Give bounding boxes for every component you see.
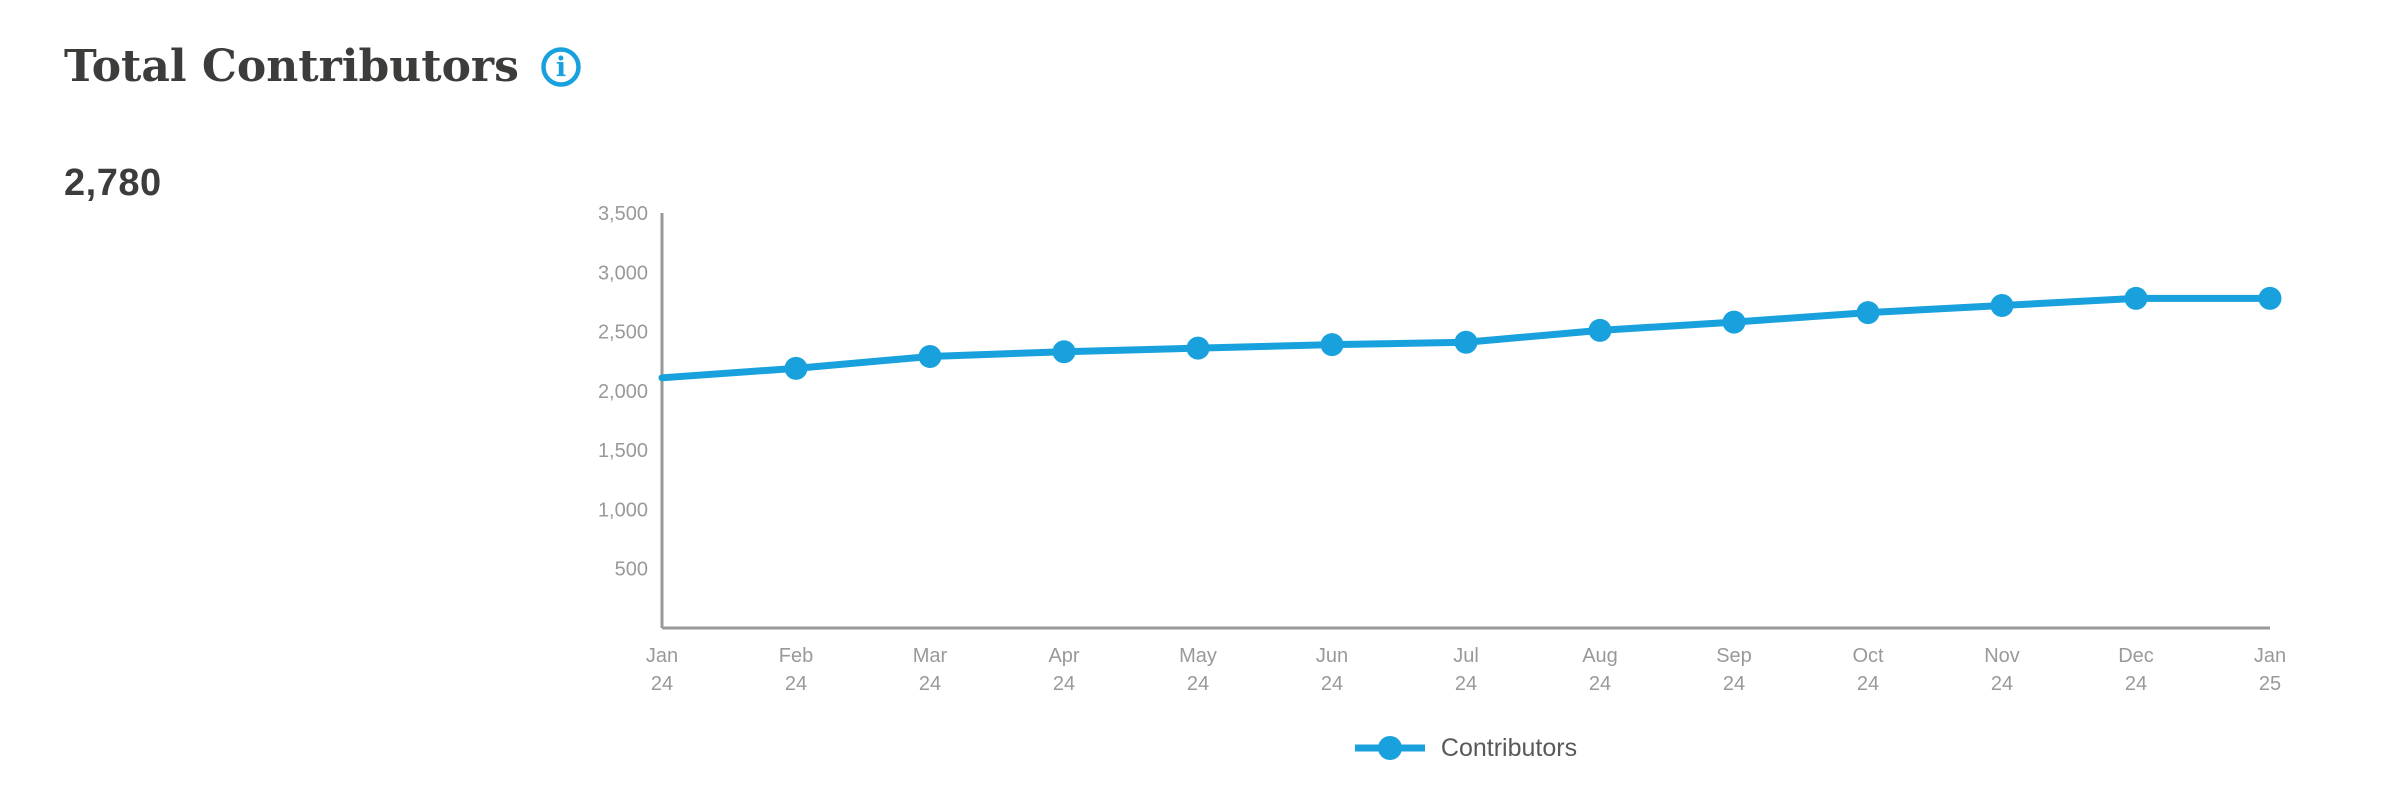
line-chart: 500 1,000 1,500 2,000 2,500 3,000 3,500 Jan 24 Fe… (560, 190, 2370, 710)
y-axis-tick-label: 3,000 (598, 262, 648, 284)
y-axis-tick-label: 500 (615, 559, 648, 581)
data-point-marker[interactable] (918, 344, 942, 368)
data-point-marker[interactable] (1186, 336, 1210, 360)
y-axis-tick-label: 1,000 (598, 499, 648, 521)
chart-legend: Contributors (560, 733, 2370, 763)
data-point-marker[interactable] (1454, 330, 1478, 354)
x-axis-tick-label: Apr 24 (1048, 645, 1079, 695)
x-axis-tick-label: Mar 24 (913, 645, 948, 695)
x-axis-tick-label: Oct 24 (1852, 645, 1884, 695)
x-axis-tick-label: May 24 (1179, 645, 1217, 695)
svg-text:i: i (556, 52, 566, 83)
data-point-marker[interactable] (2258, 286, 2282, 310)
x-axis-tick-label: Jul 24 (1453, 645, 1479, 695)
x-axis-tick-label: Jan 25 (2254, 645, 2286, 695)
x-axis-tick-label: Aug 24 (1582, 645, 1618, 695)
data-point-marker[interactable] (1856, 301, 1880, 325)
x-axis-tick-label: Dec 24 (2118, 645, 2154, 695)
y-axis-tick-label: 2,000 (598, 381, 648, 403)
data-point-marker[interactable] (1320, 333, 1344, 357)
legend-item-label: Contributors (1440, 733, 1578, 762)
y-axis-tick-label: 2,500 (598, 322, 648, 344)
card-header: Total Contributors i (64, 41, 583, 93)
data-point-marker[interactable] (1588, 318, 1612, 342)
data-point-marker[interactable] (1052, 340, 1076, 364)
info-icon[interactable]: i (539, 45, 583, 89)
legend-marker-icon (1354, 736, 1425, 760)
x-axis-tick-label: Jun 24 (1316, 645, 1348, 695)
x-axis-tick-label: Feb 24 (779, 645, 813, 695)
data-point-marker[interactable] (1990, 293, 2014, 317)
x-axis-tick-label: Jan 24 (646, 645, 678, 695)
chart-canvas: 500 1,000 1,500 2,000 2,500 3,000 3,500 Jan 24 Fe… (598, 203, 2286, 695)
metric-value: 2,780 (64, 162, 162, 204)
legend-item-contributors[interactable]: Contributors (1353, 733, 1577, 763)
info-icon-graphic: i (541, 47, 581, 88)
y-axis-tick-label: 1,500 (598, 440, 648, 462)
x-axis-tick-label: Sep 24 (1716, 645, 1752, 695)
x-axis-tick-label: Nov 24 (1984, 645, 2020, 695)
y-axis-tick-label: 3,500 (598, 203, 648, 225)
data-point-marker[interactable] (2124, 286, 2148, 310)
page-title: Total Contributors (64, 41, 519, 92)
data-point-marker[interactable] (1722, 310, 1746, 334)
data-point-marker[interactable] (784, 356, 808, 380)
